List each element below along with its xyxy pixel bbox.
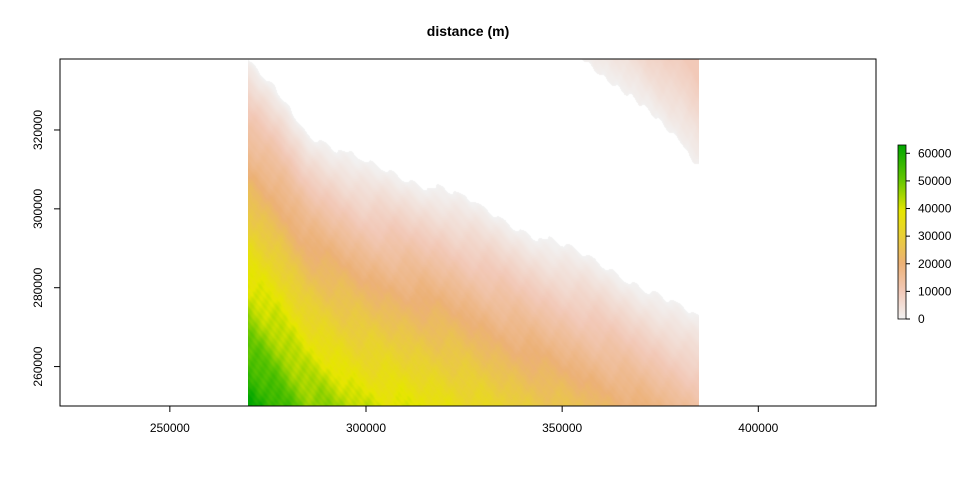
legend-tick-label: 30000 — [918, 229, 952, 243]
plot-frame — [59, 58, 877, 407]
y-tick-label: 320000 — [31, 110, 45, 150]
legend-color-bar — [898, 145, 906, 319]
legend-tick-label: 0 — [918, 312, 925, 326]
legend-tick-label: 10000 — [918, 284, 952, 298]
legend-tick-label: 20000 — [918, 257, 952, 271]
x-tick-label: 300000 — [346, 421, 386, 435]
legend-frame — [897, 144, 907, 320]
raster-layer — [248, 59, 699, 406]
x-tick-label: 400000 — [738, 421, 778, 435]
chart-title: distance (m) — [427, 23, 509, 39]
x-tick-label: 350000 — [542, 421, 582, 435]
legend-tick-label: 60000 — [918, 146, 952, 160]
legend-tick-label: 40000 — [918, 202, 952, 216]
y-tick-label: 280000 — [31, 267, 45, 307]
color-legend: 0 10000 20000 30000 40000 50000 60000 — [897, 144, 952, 326]
y-axis: 260000 280000 300000 320000 — [31, 110, 60, 387]
y-tick-label: 300000 — [31, 188, 45, 228]
x-axis: 250000 300000 350000 400000 — [150, 406, 779, 435]
x-tick-label: 250000 — [150, 421, 190, 435]
distance-raster-image — [248, 59, 699, 406]
y-tick-label: 260000 — [31, 346, 45, 386]
legend-tick-label: 50000 — [918, 174, 952, 188]
